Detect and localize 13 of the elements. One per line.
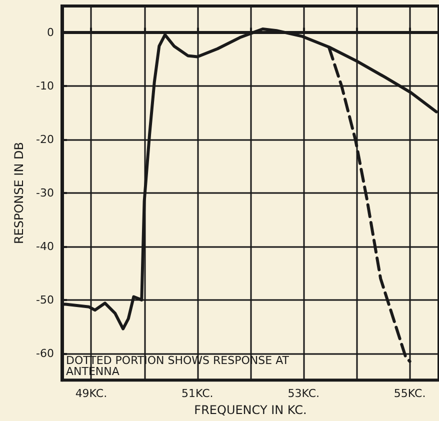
x-tick-label: 55KC. xyxy=(394,387,426,400)
x-tick-label: 53KC. xyxy=(288,387,320,400)
x-axis-title: FREQUENCY IN KC. xyxy=(194,403,307,417)
y-tick-label: 0 xyxy=(47,26,54,40)
y-tick-label: -30 xyxy=(36,186,54,200)
x-tick-label: 51KC. xyxy=(182,387,214,400)
y-tick-label: -20 xyxy=(36,133,54,146)
y-tick-label: -50 xyxy=(36,293,54,306)
x-tick-label: 49KC. xyxy=(75,387,108,400)
y-tick-label: -40 xyxy=(36,240,54,253)
y-axis-title: RESPONSE IN DB xyxy=(12,142,26,244)
y-tick-label: -10 xyxy=(36,80,54,93)
y-tick-label: -60 xyxy=(36,346,54,360)
